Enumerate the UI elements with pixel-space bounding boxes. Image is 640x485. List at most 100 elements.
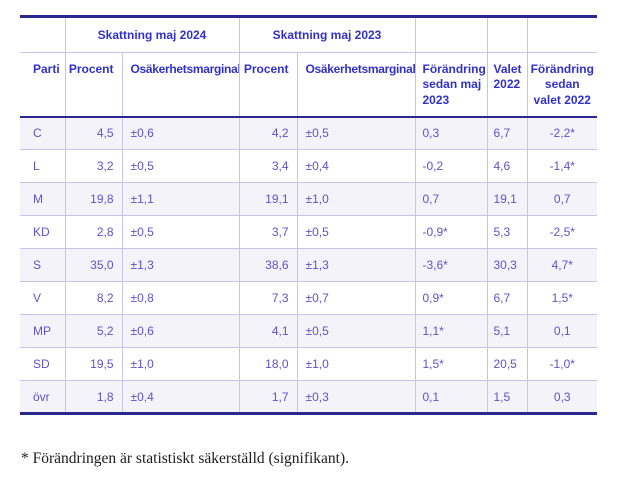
- group-header-row: Skattning maj 2024 Skattning maj 2023: [20, 16, 597, 53]
- cell-election-2022: 4,6: [486, 149, 527, 183]
- cell-margin-2024: ±0,6: [121, 314, 239, 348]
- cell-procent-2024: 5,2: [64, 314, 122, 348]
- significance-footnote: * Förändringen är statistiskt säkerställ…: [21, 450, 350, 467]
- cell-margin-2024: ±0,5: [121, 215, 239, 249]
- group-header-2023: Skattning maj 2023: [238, 16, 415, 53]
- cell-procent-2024: 35,0: [64, 248, 122, 282]
- cell-change-since-election: 0,7: [526, 182, 597, 216]
- empty-header-cell: [20, 16, 65, 53]
- cell-margin-2023: ±0,5: [296, 314, 415, 348]
- cell-election-2022: 5,1: [486, 314, 527, 348]
- cell-procent-2023: 1,7: [238, 380, 297, 414]
- cell-change-since-maj: 0,7: [414, 182, 487, 216]
- cell-procent-2023: 3,4: [238, 149, 297, 183]
- cell-margin-2024: ±0,6: [121, 116, 239, 150]
- cell-party: M: [20, 182, 65, 216]
- cell-procent-2023: 7,3: [238, 281, 297, 315]
- cell-margin-2023: ±0,5: [296, 116, 415, 150]
- table-row-sd: SD 19,5 ±1,0 18,0 ±1,0 1,5* 20,5 -1,0*: [20, 347, 597, 381]
- table-row-v: V 8,2 ±0,8 7,3 ±0,7 0,9* 6,7 1,5*: [20, 281, 597, 315]
- table-row-m: M 19,8 ±1,1 19,1 ±1,0 0,7 19,1 0,7: [20, 182, 597, 216]
- cell-margin-2023: ±1,0: [296, 182, 415, 216]
- column-header-osakerhetsmarginal-2024: Osäkerhetsmarginal: [121, 52, 239, 118]
- cell-party: SD: [20, 347, 65, 381]
- column-header-valet-2022: Valet 2022: [486, 52, 527, 118]
- column-header-forandring-sedan-valet-2022: Förändring sedan valet 2022: [526, 52, 597, 118]
- cell-change-since-election: -2,5*: [526, 215, 597, 249]
- group-header-2024: Skattning maj 2024: [64, 16, 239, 53]
- cell-procent-2023: 18,0: [238, 347, 297, 381]
- cell-party: övr: [20, 380, 65, 414]
- empty-header-cell: [486, 16, 527, 53]
- cell-margin-2023: ±0,7: [296, 281, 415, 315]
- cell-change-since-election: -1,4*: [526, 149, 597, 183]
- cell-procent-2024: 19,5: [64, 347, 122, 381]
- cell-change-since-election: 0,3: [526, 380, 597, 414]
- cell-margin-2024: ±0,5: [121, 149, 239, 183]
- table-row-s: S 35,0 ±1,3 38,6 ±1,3 -3,6* 30,3 4,7*: [20, 248, 597, 282]
- cell-change-since-maj: -3,6*: [414, 248, 487, 282]
- cell-change-since-maj: 1,5*: [414, 347, 487, 381]
- cell-margin-2024: ±1,1: [121, 182, 239, 216]
- cell-change-since-maj: -0,2: [414, 149, 487, 183]
- table-body: C 4,5 ±0,6 4,2 ±0,5 0,3 6,7 -2,2* L 3,2 …: [20, 116, 597, 414]
- cell-change-since-election: 4,7*: [526, 248, 597, 282]
- cell-margin-2024: ±1,3: [121, 248, 239, 282]
- cell-margin-2023: ±1,3: [296, 248, 415, 282]
- cell-procent-2024: 2,8: [64, 215, 122, 249]
- table-row-l: L 3,2 ±0,5 3,4 ±0,4 -0,2 4,6 -1,4*: [20, 149, 597, 183]
- cell-procent-2023: 4,2: [238, 116, 297, 150]
- column-header-osakerhetsmarginal-2023: Osäkerhetsmarginal: [296, 52, 415, 118]
- column-header-parti: Parti: [20, 52, 65, 118]
- column-header-procent-2023: Procent: [238, 52, 297, 118]
- column-header-procent-2024: Procent: [64, 52, 122, 118]
- cell-election-2022: 1,5: [486, 380, 527, 414]
- cell-margin-2023: ±0,3: [296, 380, 415, 414]
- cell-change-since-election: 0,1: [526, 314, 597, 348]
- cell-election-2022: 30,3: [486, 248, 527, 282]
- cell-procent-2024: 1,8: [64, 380, 122, 414]
- cell-change-since-maj: 1,1*: [414, 314, 487, 348]
- table-header: Skattning maj 2024 Skattning maj 2023 Pa…: [20, 16, 597, 118]
- cell-party: L: [20, 149, 65, 183]
- cell-procent-2024: 3,2: [64, 149, 122, 183]
- cell-procent-2023: 19,1: [238, 182, 297, 216]
- empty-header-cell: [414, 16, 487, 53]
- empty-header-cell: [526, 16, 597, 53]
- cell-change-since-election: 1,5*: [526, 281, 597, 315]
- cell-procent-2024: 19,8: [64, 182, 122, 216]
- cell-margin-2023: ±0,4: [296, 149, 415, 183]
- cell-procent-2023: 4,1: [238, 314, 297, 348]
- table-row-ovriga: övr 1,8 ±0,4 1,7 ±0,3 0,1 1,5 0,3: [20, 380, 597, 414]
- cell-election-2022: 6,7: [486, 281, 527, 315]
- cell-party: V: [20, 281, 65, 315]
- cell-change-since-maj: 0,3: [414, 116, 487, 150]
- table-row-mp: MP 5,2 ±0,6 4,1 ±0,5 1,1* 5,1 0,1: [20, 314, 597, 348]
- cell-change-since-election: -1,0*: [526, 347, 597, 381]
- cell-procent-2023: 3,7: [238, 215, 297, 249]
- table-row-c: C 4,5 ±0,6 4,2 ±0,5 0,3 6,7 -2,2*: [20, 116, 597, 150]
- cell-party: S: [20, 248, 65, 282]
- cell-party: KD: [20, 215, 65, 249]
- cell-margin-2024: ±0,8: [121, 281, 239, 315]
- cell-margin-2024: ±0,4: [121, 380, 239, 414]
- cell-margin-2024: ±1,0: [121, 347, 239, 381]
- party-estimate-table: Skattning maj 2024 Skattning maj 2023 Pa…: [20, 15, 597, 415]
- table-row-kd: KD 2,8 ±0,5 3,7 ±0,5 -0,9* 5,3 -2,5*: [20, 215, 597, 249]
- cell-change-since-maj: -0,9*: [414, 215, 487, 249]
- cell-election-2022: 20,5: [486, 347, 527, 381]
- cell-election-2022: 19,1: [486, 182, 527, 216]
- cell-change-since-maj: 0,9*: [414, 281, 487, 315]
- poll-table-container: Skattning maj 2024 Skattning maj 2023 Pa…: [20, 15, 597, 415]
- cell-party: MP: [20, 314, 65, 348]
- cell-procent-2023: 38,6: [238, 248, 297, 282]
- cell-margin-2023: ±0,5: [296, 215, 415, 249]
- cell-election-2022: 6,7: [486, 116, 527, 150]
- column-header-forandring-sedan-maj-2023: Förändring sedan maj 2023: [414, 52, 487, 118]
- cell-election-2022: 5,3: [486, 215, 527, 249]
- cell-change-since-maj: 0,1: [414, 380, 487, 414]
- cell-party: C: [20, 116, 65, 150]
- cell-procent-2024: 4,5: [64, 116, 122, 150]
- cell-procent-2024: 8,2: [64, 281, 122, 315]
